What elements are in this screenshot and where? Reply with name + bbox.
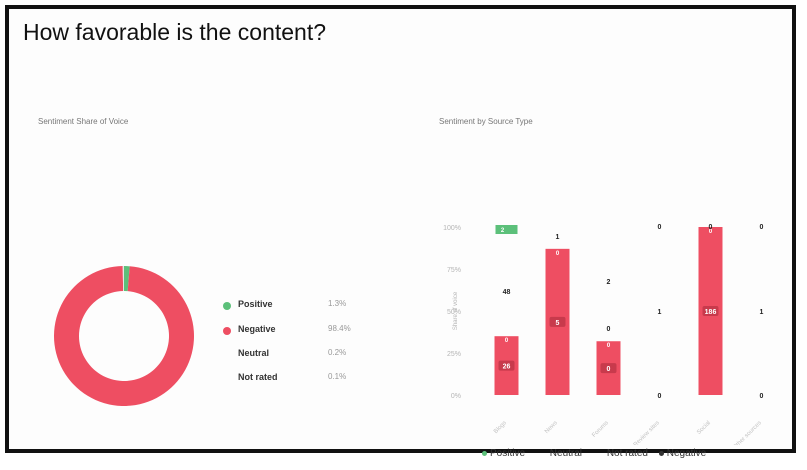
column-value-label: 0 (760, 393, 764, 400)
x-tick-label: Other sources (732, 420, 763, 445)
bar-chart-title: Sentiment by Source Type (439, 117, 533, 126)
bar-value-badge (498, 360, 515, 371)
bar-value-label: 5 (556, 320, 560, 327)
y-tick-label: 75% (447, 267, 461, 274)
legend-value-positive: 1.3% (328, 299, 347, 308)
x-tick-label: Review sites (633, 420, 661, 445)
y-tick-label: 100% (443, 225, 461, 232)
bar-value-label: 0 (607, 366, 611, 373)
bar-value-badge (702, 306, 719, 316)
column-top-label: 0 (658, 224, 662, 231)
bar-value-badge (600, 363, 617, 374)
column-value-label: 1 (760, 309, 764, 316)
bar-legend-marker-positive (482, 450, 487, 456)
bar-legend-label-not-rated: Not rated (606, 448, 648, 459)
bar-value-label: 186 (705, 309, 717, 316)
legend-value-negative: 98.4% (328, 324, 351, 333)
bar-legend-item-negative: Negative (658, 448, 707, 459)
bar-legend: Positive Neutral Not rated Negative (482, 448, 706, 462)
y-tick-label: 50% (447, 309, 461, 316)
legend-item-negative: Negative 98.4% (223, 324, 383, 338)
column-top-label: 1 (556, 234, 560, 241)
legend-label-negative: Negative (238, 324, 276, 334)
y-tick-label: 25% (447, 351, 461, 358)
report-frame: How favorable is the content? Sentiment … (5, 5, 796, 453)
legend-marker-negative (223, 327, 231, 335)
sentiment-by-source-bar-chart: 100% 75% 50% 25% 0% Share of voice 26 0 2 Blogs 5 0… (443, 224, 764, 445)
bar-legend-label-negative: Negative (666, 448, 707, 459)
bar-value-badge (549, 316, 566, 327)
x-tick-label: Blogs (493, 420, 508, 435)
bar-legend-item-not-rated: Not rated (607, 448, 648, 459)
legend-label-neutral: Neutral (238, 348, 270, 358)
page-title: How favorable is the content? (23, 19, 327, 45)
bar-value-label: 26 (503, 364, 511, 371)
legend-marker-positive (223, 302, 231, 310)
y-tick-label: 0% (451, 393, 461, 400)
column-value-label: 1 (658, 309, 662, 316)
donut-slice-neutral (122, 266, 124, 292)
donut-slice-positive (124, 266, 130, 292)
column-top-label: 0 (709, 224, 713, 231)
column-top-label: 0 (607, 326, 611, 333)
donut-legend: Positive 1.3% Negative 98.4% Neutral 0.2… (223, 299, 383, 389)
x-tick-label: Social (696, 420, 712, 436)
sentiment-share-donut-chart (54, 266, 194, 406)
column-value-label: 2 (607, 279, 611, 286)
bar-top-label: 0 (709, 229, 713, 235)
donut-chart-title: Sentiment Share of Voice (38, 117, 129, 126)
legend-label-not-rated: Not rated (238, 372, 278, 382)
legend-item-not-rated: Not rated 0.1% (223, 372, 383, 386)
bar-legend-label-neutral: Neutral (549, 448, 583, 459)
legend-value-neutral: 0.2% (328, 348, 347, 357)
legend-item-neutral: Neutral 0.2% (223, 348, 383, 362)
bar-legend-marker-negative (658, 450, 664, 456)
y-axis-label: Share of voice (453, 291, 459, 330)
legend-item-positive: Positive 1.3% (223, 299, 383, 313)
x-tick-label: Forums (591, 420, 610, 439)
bar-positive-label: 2 (501, 228, 505, 234)
bar-legend-item-neutral: Neutral (550, 448, 582, 459)
column-top-label: 0 (760, 224, 764, 231)
legend-label-positive: Positive (238, 299, 273, 309)
column-value-label: 0 (658, 393, 662, 400)
bar-legend-item-positive: Positive (482, 448, 525, 459)
bar-legend-label-positive: Positive (490, 448, 526, 459)
x-tick-label: News (544, 420, 559, 435)
bar-top-label: 0 (505, 338, 509, 344)
bar-top-label: 0 (607, 343, 611, 349)
column-value-label: 48 (503, 289, 511, 296)
donut-slice-negative (54, 266, 194, 406)
legend-value-not-rated: 0.1% (328, 372, 347, 381)
bar-positive (495, 225, 518, 234)
bar-top-label: 0 (556, 251, 560, 257)
